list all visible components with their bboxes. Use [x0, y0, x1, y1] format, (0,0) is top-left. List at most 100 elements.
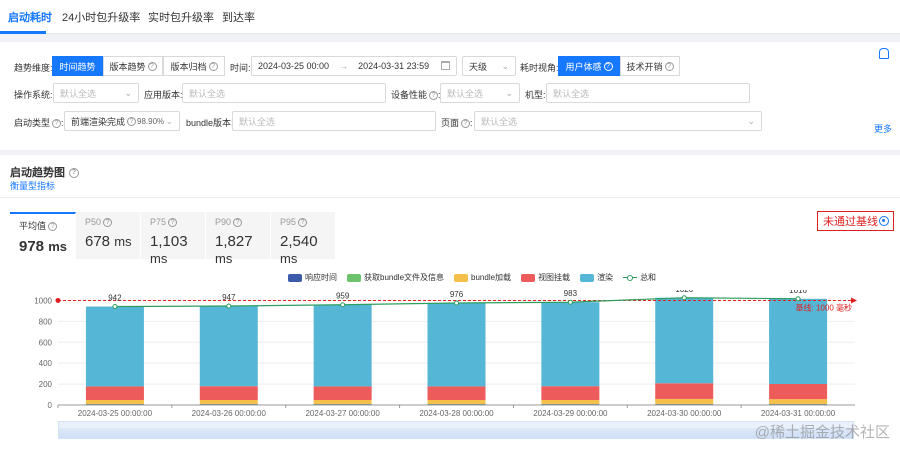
model-placeholder: 默认全选 — [553, 88, 590, 99]
zoom-preview — [59, 428, 853, 438]
help-icon: ? — [461, 119, 471, 129]
trend-version-label: 版本趋势 — [109, 61, 146, 72]
metric-type-link[interactable]: 衡量型指标 — [10, 181, 56, 191]
metric-name-text: P90 — [215, 217, 232, 227]
bundle-version-label: bundle版本: — [186, 118, 234, 128]
y-tick-label: 400 — [39, 359, 53, 368]
bar-segment — [199, 305, 258, 387]
bar-segment — [85, 306, 144, 387]
launch-type-label: 启动类型?: — [14, 118, 64, 129]
view-user-label: 用户体感 — [565, 61, 602, 72]
help-icon: ? — [168, 218, 178, 228]
metric-number: 678 — [85, 233, 111, 251]
legend-swatch — [454, 273, 469, 282]
legend-label: 视图挂载 — [538, 273, 571, 282]
baseline-status-badge[interactable]: 未通过基线 — [817, 211, 894, 231]
trend-version-button[interactable]: 版本趋势? — [103, 56, 163, 76]
legend-item[interactable]: 渲染 — [580, 272, 613, 283]
trend-dimension-label: 趋势维度: — [14, 63, 53, 73]
legend-label: bundle加载 — [471, 273, 512, 282]
metric-tab-p90[interactable]: P90? 1,827 ms — [206, 212, 271, 266]
device-perf-text: 设备性能 — [391, 90, 428, 100]
bar-segment — [427, 386, 486, 400]
help-icon: ? — [52, 119, 62, 129]
total-data-label: 947 — [222, 293, 236, 302]
legend-item[interactable]: 响应时间 — [288, 272, 337, 283]
legend-swatch — [347, 273, 361, 282]
legend-label: 获取bundle文件及信息 — [364, 273, 445, 282]
view-tech-cost-button[interactable]: 技术开销? — [620, 56, 680, 76]
view-user-perceived-button[interactable]: 用户体感? — [558, 56, 620, 76]
metric-unit: ms — [215, 251, 233, 267]
metric-tab-p95[interactable]: P95? 2,540 ms — [271, 212, 336, 266]
trend-archive-button[interactable]: 版本归档? — [163, 56, 225, 76]
legend-label: 渲染 — [597, 273, 614, 282]
tab-realtime-upgrade-rate[interactable]: 实时包升级率 — [148, 12, 214, 24]
os-select[interactable]: 默认全选 ⌄ — [53, 83, 139, 103]
watermark: @稀土掘金技术社区 — [754, 424, 890, 441]
bar-segment — [313, 386, 372, 400]
launch-type-pct: 98.90% — [137, 116, 165, 126]
bar-segment — [199, 399, 258, 405]
target-icon — [879, 216, 889, 226]
metric-tab-p50[interactable]: P50? 678 ms — [76, 212, 141, 259]
metric-number: 2,540 — [280, 233, 318, 251]
total-data-label: 1026 — [675, 290, 693, 294]
page-label-text: 页面 — [441, 118, 460, 128]
tab-launch-time[interactable]: 启动耗时 — [8, 12, 52, 24]
more-filters-link[interactable]: 更多 — [873, 124, 892, 134]
bar-segment — [769, 383, 828, 400]
help-icon: ? — [48, 222, 58, 232]
app-version-select[interactable]: 默认全选 — [182, 83, 386, 103]
trend-time-button[interactable]: 时间趋势 — [52, 56, 103, 76]
y-tick-label: 200 — [39, 380, 53, 389]
legend-item[interactable]: 获取bundle文件及信息 — [347, 272, 444, 283]
os-placeholder: 默认全选 — [60, 88, 97, 99]
help-icon: ? — [429, 91, 439, 101]
bar-segment — [85, 386, 144, 400]
tab-24h-upgrade-rate[interactable]: 24小时包升级率 — [62, 12, 141, 24]
granularity-select[interactable]: 天级 ⌄ — [462, 56, 516, 76]
legend-item[interactable]: 视图挂载 — [521, 272, 570, 283]
total-point — [795, 296, 801, 302]
time-label: 时间: — [230, 63, 251, 73]
chart-zoom-slider[interactable] — [58, 421, 854, 439]
legend-item[interactable]: 总和 — [623, 272, 656, 283]
bundle-version-placeholder: 默认全选 — [239, 116, 276, 127]
trend-time-label: 时间趋势 — [59, 61, 96, 72]
bar-segment — [85, 404, 144, 405]
metric-tab-avg[interactable]: 平均值? 978 ms — [10, 212, 76, 259]
metric-value: 1,827 ms — [215, 233, 270, 267]
help-icon: ? — [103, 218, 113, 228]
metric-tab-p75[interactable]: P75? 1,103 ms — [141, 212, 206, 266]
calendar-icon — [441, 61, 450, 70]
metric-value: 1,103 ms — [150, 233, 205, 267]
device-perf-select[interactable]: 默认全选 ⌄ — [440, 83, 520, 103]
granularity-value: 天级 — [469, 61, 488, 72]
total-data-label: 976 — [450, 290, 464, 299]
alarm-icon[interactable] — [879, 48, 889, 59]
legend-item[interactable]: bundle加载 — [454, 272, 511, 283]
bar-segment — [313, 404, 372, 405]
baseline-arrow — [851, 297, 857, 304]
bar-segment — [313, 399, 372, 405]
model-input[interactable]: 默认全选 — [546, 83, 750, 103]
bar-segment — [427, 404, 486, 405]
metric-name: 平均值? — [19, 219, 75, 232]
time-start: 2024-03-25 00:00 — [258, 61, 330, 71]
view-tech-label: 技术开销 — [626, 61, 663, 72]
tab-arrival-rate[interactable]: 到达率 — [222, 12, 255, 24]
metric-number: 978 — [19, 238, 45, 255]
time-range-picker[interactable]: 2024-03-25 00:00 → 2024-03-31 23:59 — [251, 56, 457, 76]
bar-segment — [769, 298, 828, 384]
launch-type-select[interactable]: 前端渲染完成 ? 98.90% ⌄ — [64, 111, 180, 131]
launch-trend-card: 启动趋势图? 衡量型指标 平均值? 978 ms P50? 678 ms P75… — [0, 155, 900, 450]
metric-name-text: 平均值 — [19, 221, 47, 231]
help-icon: ? — [69, 168, 79, 179]
bundle-version-select[interactable]: 默认全选 — [232, 111, 436, 131]
page-placeholder: 默认全选 — [481, 116, 518, 127]
bar-segment — [427, 399, 486, 405]
bar-segment — [655, 297, 714, 384]
metric-number: 1,103 — [150, 233, 188, 251]
page-select[interactable]: 默认全选 ⌄ — [474, 111, 762, 131]
